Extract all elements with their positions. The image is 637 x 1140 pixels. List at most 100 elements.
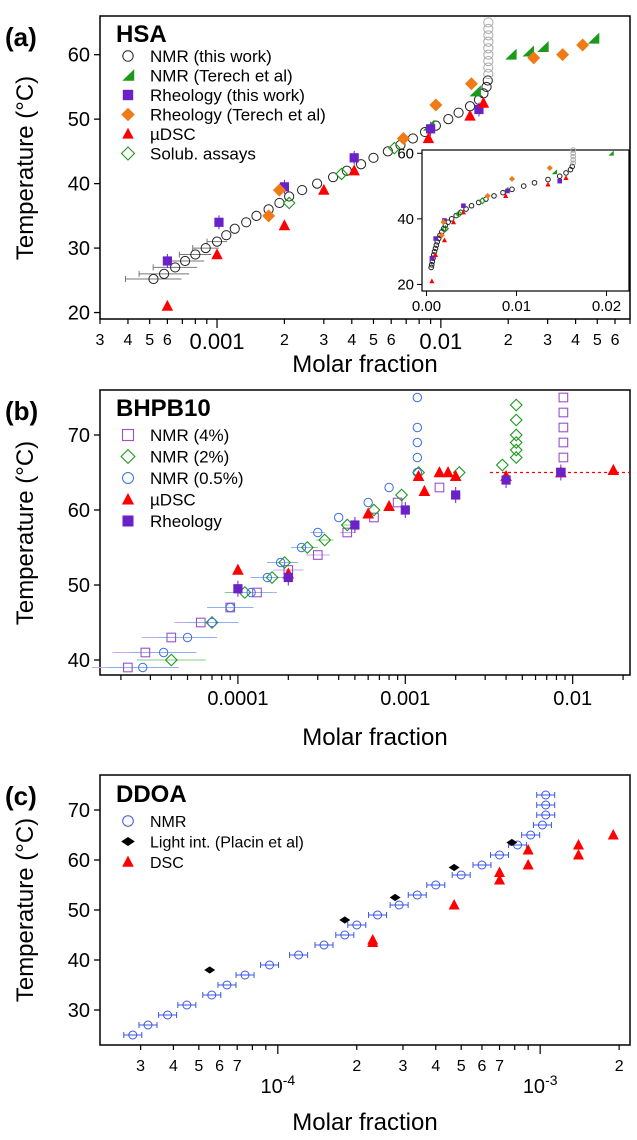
square-open-marker: [434, 482, 445, 493]
panel-a-inset: 0.00 0.01 0.02 20 40 60: [397, 145, 630, 315]
square-open-marker: [122, 662, 133, 673]
triangle-filled-marker: [211, 248, 223, 260]
x-major-tick-label: 10-3: [523, 1072, 558, 1098]
diamond-open-marker: [509, 428, 523, 442]
circle-open-marker: [274, 197, 285, 209]
panel-a-ylabel: Temperature (°C): [12, 76, 39, 260]
panel-a-yticks: 20 30 40 50 60: [68, 45, 100, 325]
x-minor-tick-label: 5: [369, 332, 378, 349]
x-major-tick-label: 10-4: [260, 1072, 295, 1098]
circle-open-marker: [463, 206, 469, 212]
x-minor-tick-label: 5: [593, 332, 602, 349]
diamond-filled-marker: [121, 107, 135, 122]
triangle-filled-marker: [522, 859, 534, 870]
circle-open-marker: [190, 249, 201, 260]
y-tick-label: 20: [68, 303, 90, 325]
x-minor-tick-label: 4: [571, 332, 580, 349]
square-open-marker: [342, 527, 353, 538]
x-minor-tick-label: 3: [543, 332, 552, 349]
circle-open-marker: [556, 173, 563, 180]
inset-frame: [421, 149, 630, 292]
panel-b-ylabel: Temperature (°C): [12, 441, 39, 625]
circle-open-marker: [368, 152, 379, 163]
circle-open-marker: [412, 437, 423, 448]
panel-b-label: (b): [5, 396, 38, 426]
circle-open-marker: [443, 114, 454, 125]
inset-x-tick-label: 0.01: [502, 298, 531, 315]
triangle-green-marker: [551, 169, 558, 175]
legend-label: µDSC: [150, 491, 196, 510]
diamond-filled-marker: [546, 165, 553, 172]
inset-y-tick-label: 60: [397, 145, 414, 162]
x-minor-tick-label: 6: [478, 1058, 487, 1075]
circle-open-marker: [128, 1030, 138, 1040]
circle-open-marker: [431, 880, 441, 890]
panel-c-xlabel: Molar fraction: [292, 1109, 437, 1136]
square-filled-marker: [122, 515, 134, 527]
circle-open-marker: [251, 210, 262, 221]
triangle-green-marker: [469, 85, 481, 97]
x-major-tick-exponent: -4: [283, 1072, 296, 1088]
circle-open-marker: [448, 216, 455, 222]
y-tick-label: 30: [68, 1000, 90, 1022]
legend-label: Rheology: [150, 512, 222, 531]
circle-open-marker: [394, 900, 404, 910]
y-tick-label: 60: [68, 850, 90, 872]
triangle-filled-marker: [573, 849, 585, 860]
triangle-filled-marker: [367, 934, 379, 945]
legend-label: Rheology (Terech et al): [150, 106, 326, 125]
x-minor-tick-label: 5: [457, 1058, 466, 1075]
diamond-filled-marker: [429, 98, 443, 112]
panel-b: (b) BHPB10 40 50 60 70 0.0001 0.001 0.01 Temp…: [5, 389, 631, 751]
square-open-marker: [392, 497, 403, 508]
diamond-filled-marker: [272, 183, 286, 197]
triangle-green-marker: [608, 150, 614, 156]
circle-open-marker: [537, 820, 547, 830]
panel-b-legend: NMR (4%) NMR (2%) NMR (0.5%) µDSC Rheology: [120, 426, 244, 531]
triangle-filled-marker: [494, 866, 506, 877]
diamond-open-marker: [265, 570, 279, 585]
diamond-filled-marker: [438, 232, 445, 239]
circle-open-marker: [482, 75, 493, 86]
circle-open-marker: [432, 245, 439, 252]
panel-b-marks: [91, 392, 630, 673]
circle-open-marker: [384, 482, 394, 493]
circle-open-marker: [373, 910, 383, 920]
y-tick-label: 60: [68, 500, 90, 522]
legend-label: Solub. assays: [150, 145, 256, 164]
circle-open-marker: [163, 1010, 173, 1020]
circle-open-marker: [453, 107, 464, 118]
circle-open-marker: [294, 950, 304, 960]
inset-y-tick-label: 40: [397, 211, 414, 228]
circle-open-marker: [297, 184, 308, 196]
x-minor-tick-label: 2: [352, 1058, 361, 1075]
circle-open-marker: [491, 193, 497, 199]
diamond-filled-marker: [576, 38, 590, 52]
triangle-filled-marker: [432, 252, 439, 258]
y-tick-label: 70: [68, 800, 90, 822]
diamond-open-marker: [300, 540, 314, 555]
circle-open-marker: [122, 815, 134, 827]
legend-label: NMR (2%): [150, 448, 229, 467]
triangle-filled-marker: [348, 164, 360, 176]
panel-a-frame: [99, 15, 631, 320]
square-filled-marker: [122, 89, 134, 101]
square-open-marker: [166, 632, 177, 643]
triangle-filled-marker: [383, 499, 395, 512]
legend-label: NMR (this work): [150, 47, 272, 66]
square-filled-marker: [233, 584, 243, 594]
triangle-filled-marker: [503, 193, 509, 198]
legend-label: µDSC: [150, 125, 196, 144]
triangle-filled-marker: [433, 466, 446, 478]
circle-open-marker: [541, 810, 551, 820]
panel-c-title: DDOA: [116, 781, 187, 808]
triangle-filled-marker: [460, 209, 466, 215]
triangle-filled-marker: [607, 829, 619, 840]
x-minor-tick-label: 4: [169, 1058, 178, 1075]
square-open-marker: [558, 392, 569, 403]
circle-open-marker: [182, 1000, 192, 1010]
circle-open-marker: [428, 261, 435, 268]
diamond-open-marker: [509, 413, 523, 427]
panel-b-frame: [99, 389, 631, 676]
circle-open-marker: [148, 273, 159, 285]
